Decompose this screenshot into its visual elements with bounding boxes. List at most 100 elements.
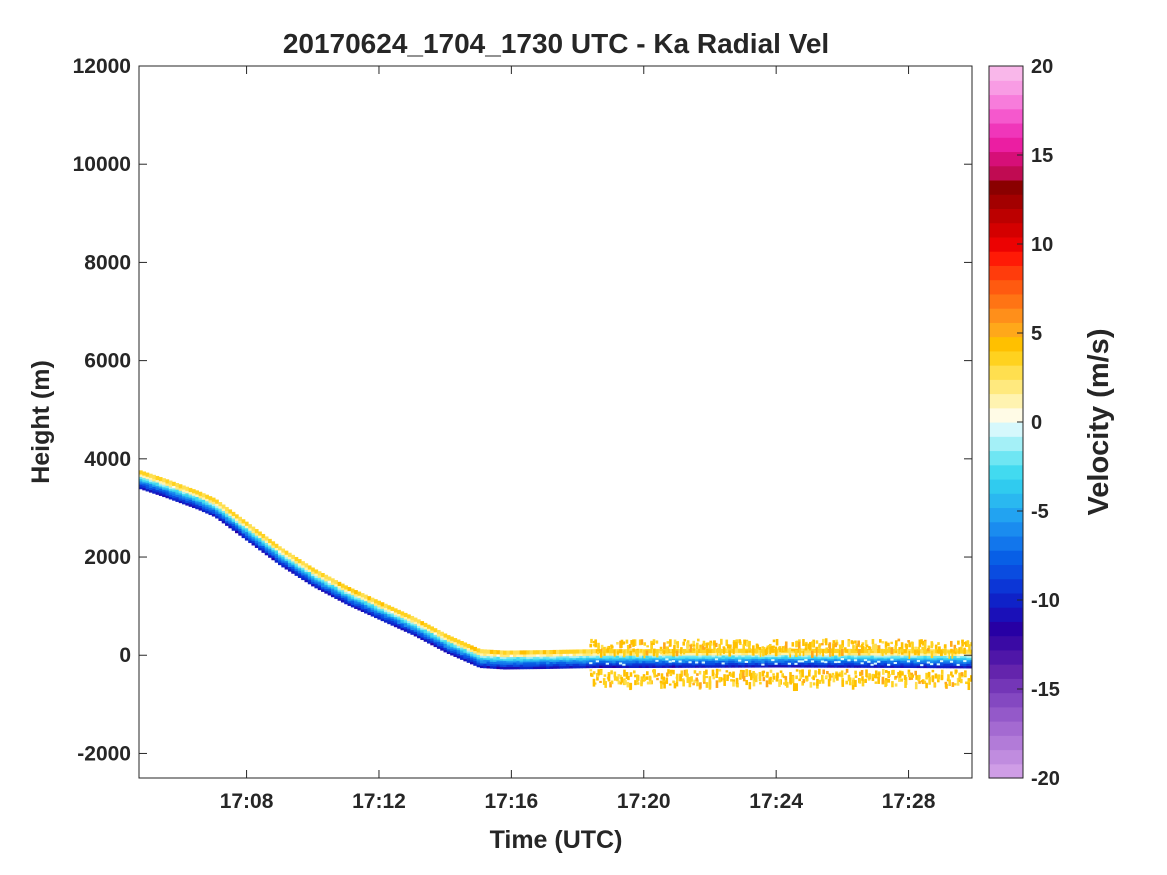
velocity-cell bbox=[926, 665, 931, 669]
clutter-cell bbox=[874, 674, 877, 679]
clutter-cell bbox=[772, 673, 775, 676]
velocity-cell bbox=[426, 628, 431, 632]
velocity-cell bbox=[155, 486, 160, 489]
velocity-cell bbox=[291, 569, 295, 573]
clutter-cell bbox=[814, 670, 817, 678]
velocity-cell bbox=[162, 488, 166, 491]
velocity-cell bbox=[489, 661, 494, 665]
clutter-cell bbox=[772, 639, 776, 643]
velocity-cell bbox=[685, 655, 689, 659]
velocity-cell bbox=[344, 591, 348, 595]
clutter-cell bbox=[689, 644, 693, 653]
velocity-cell bbox=[820, 659, 825, 662]
velocity-cell bbox=[625, 655, 630, 659]
velocity-cell bbox=[923, 665, 928, 669]
velocity-cell bbox=[781, 660, 785, 664]
velocity-cell bbox=[268, 543, 272, 546]
velocity-cell bbox=[364, 611, 368, 614]
clutter-cell bbox=[603, 674, 607, 677]
clutter-cell bbox=[834, 642, 838, 648]
velocity-cell bbox=[695, 657, 699, 660]
velocity-cell bbox=[397, 609, 401, 615]
velocity-cell bbox=[397, 626, 401, 629]
velocity-cell bbox=[380, 610, 385, 614]
velocity-cell bbox=[605, 657, 610, 661]
clutter-cell bbox=[948, 679, 951, 687]
velocity-cell bbox=[400, 617, 405, 621]
clutter-cell bbox=[732, 681, 735, 687]
velocity-cell bbox=[906, 665, 911, 669]
velocity-cell bbox=[281, 560, 286, 564]
clutter-cell bbox=[832, 674, 836, 683]
velocity-cell bbox=[324, 589, 329, 592]
velocity-cell bbox=[168, 480, 173, 485]
clutter-cell bbox=[758, 677, 762, 682]
clutter-cell bbox=[594, 639, 597, 648]
velocity-cell bbox=[853, 648, 858, 654]
velocity-cell bbox=[877, 663, 881, 667]
velocity-cell bbox=[903, 657, 908, 661]
clutter-cell bbox=[796, 640, 799, 647]
velocity-cell bbox=[238, 523, 243, 526]
velocity-cell bbox=[741, 657, 746, 660]
velocity-cell bbox=[218, 508, 223, 512]
clutter-cell bbox=[719, 677, 723, 682]
clutter-cell bbox=[818, 679, 822, 684]
velocity-cell bbox=[324, 585, 329, 588]
clutter-cell bbox=[852, 645, 855, 649]
velocity-cell bbox=[714, 659, 719, 662]
velocity-cell bbox=[248, 524, 252, 529]
clutter-cell bbox=[960, 678, 963, 684]
velocity-cell bbox=[539, 662, 544, 666]
clutter-cell bbox=[623, 649, 627, 656]
velocity-cell bbox=[870, 663, 874, 666]
velocity-cell bbox=[337, 593, 342, 597]
velocity-cell bbox=[767, 660, 772, 664]
clutter-cell bbox=[940, 674, 944, 681]
velocity-cell bbox=[724, 665, 729, 668]
velocity-cell bbox=[483, 661, 487, 665]
velocity-cell bbox=[145, 476, 150, 480]
velocity-cell bbox=[364, 594, 368, 600]
velocity-cell bbox=[704, 657, 709, 660]
velocity-cell bbox=[569, 666, 574, 669]
velocity-cell bbox=[721, 665, 726, 668]
velocity-cell bbox=[685, 657, 689, 660]
clutter-cell bbox=[783, 675, 786, 679]
velocity-cell bbox=[503, 657, 507, 660]
velocity-cell bbox=[460, 647, 464, 651]
velocity-cell bbox=[261, 540, 266, 544]
velocity-cell bbox=[741, 659, 746, 662]
velocity-cell bbox=[652, 665, 656, 668]
velocity-cell bbox=[688, 659, 693, 662]
clutter-cell bbox=[663, 681, 666, 689]
velocity-cell bbox=[691, 653, 696, 657]
velocity-cell bbox=[678, 665, 683, 668]
velocity-cell bbox=[248, 534, 252, 537]
velocity-cell bbox=[734, 655, 739, 658]
velocity-cell bbox=[728, 657, 732, 660]
velocity-cell bbox=[148, 473, 153, 479]
velocity-cell bbox=[264, 536, 269, 541]
clutter-cell bbox=[613, 649, 617, 657]
velocity-cell bbox=[205, 503, 209, 506]
clutter-cell bbox=[620, 639, 624, 645]
velocity-cell bbox=[757, 665, 762, 668]
velocity-cell bbox=[516, 654, 521, 658]
velocity-cell bbox=[314, 578, 319, 581]
velocity-cell bbox=[456, 655, 461, 659]
clutter-cell bbox=[791, 642, 795, 647]
velocity-cell bbox=[536, 666, 540, 670]
velocity-cell bbox=[771, 665, 775, 668]
velocity-cell bbox=[824, 652, 828, 656]
clutter-cell bbox=[752, 679, 756, 687]
velocity-cell bbox=[704, 655, 709, 658]
velocity-cell bbox=[575, 653, 580, 657]
velocity-cell bbox=[940, 657, 944, 661]
velocity-cell bbox=[711, 660, 716, 664]
clutter-cell bbox=[765, 647, 769, 655]
velocity-cell bbox=[463, 658, 468, 662]
velocity-cell bbox=[943, 659, 948, 663]
velocity-cell bbox=[787, 665, 792, 668]
velocity-cell bbox=[337, 596, 342, 600]
